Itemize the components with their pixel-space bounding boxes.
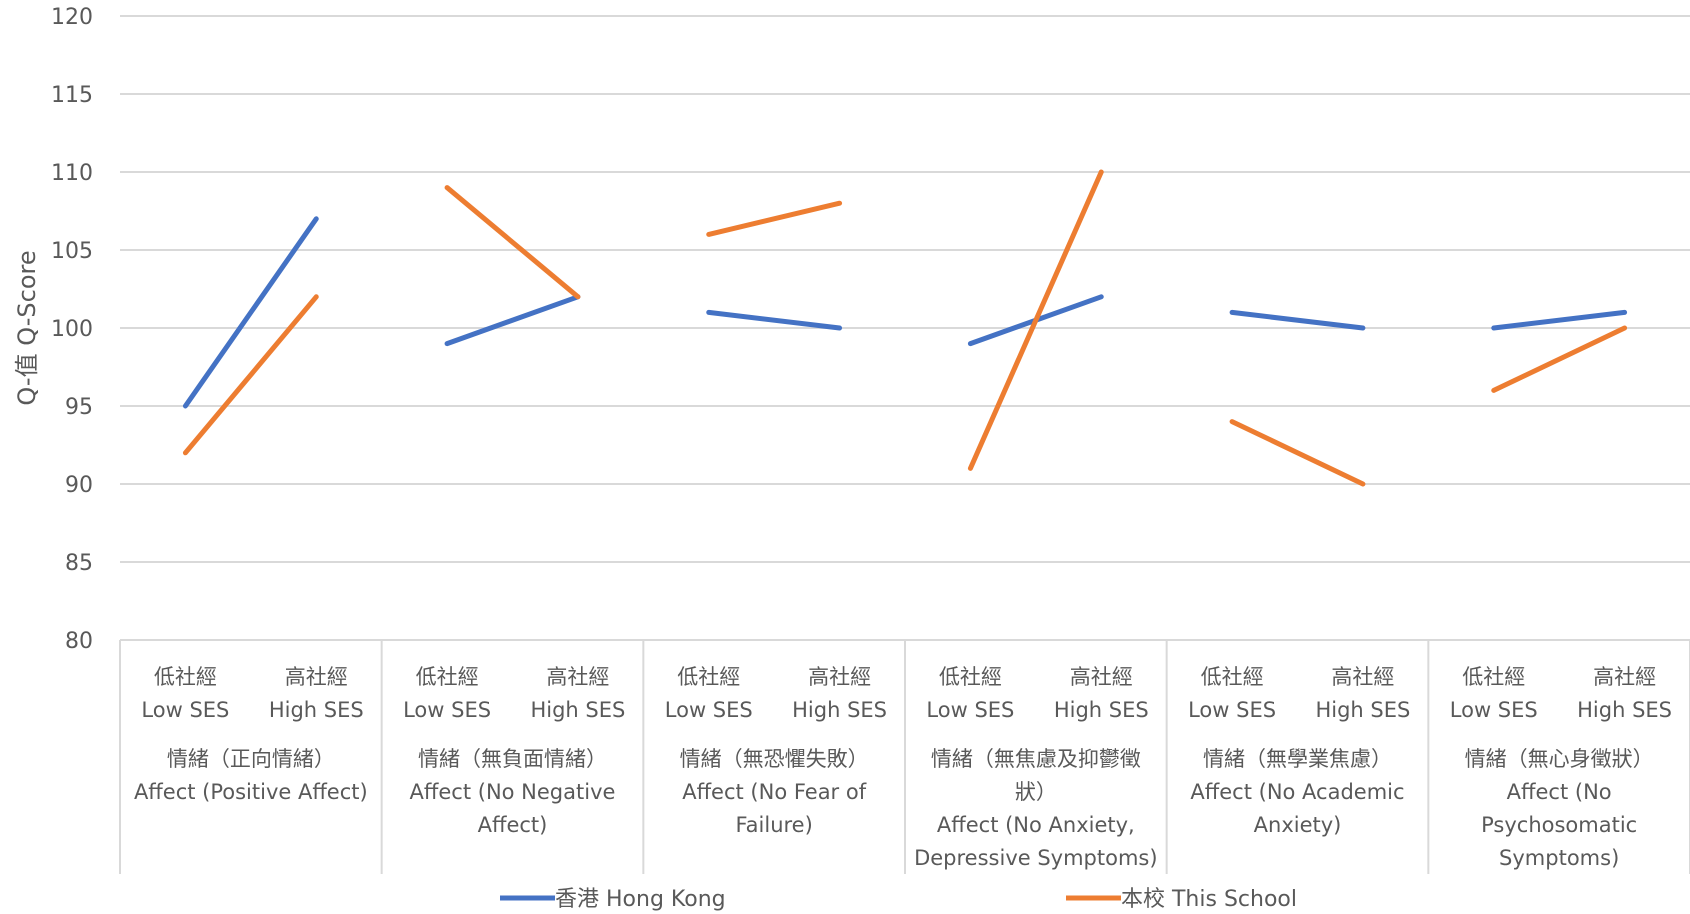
x-category-label: High SES bbox=[530, 698, 625, 722]
x-group-label: Affect) bbox=[478, 813, 548, 837]
series-1-segment bbox=[444, 185, 581, 300]
x-group-label: 狀） bbox=[1015, 780, 1057, 804]
series-0-segment bbox=[706, 309, 843, 331]
series-1-segment bbox=[1491, 325, 1628, 393]
x-category-label: 高社經 bbox=[1331, 665, 1394, 689]
x-category-label: 低社經 bbox=[1201, 665, 1264, 689]
x-category-label: Low SES bbox=[665, 698, 753, 722]
x-category-label: 低社經 bbox=[154, 665, 217, 689]
x-category-label: 高社經 bbox=[546, 665, 609, 689]
x-group-label: 情緒（無心身徵狀） bbox=[1465, 747, 1654, 771]
x-group-label: Failure) bbox=[736, 813, 813, 837]
x-category-label: Low SES bbox=[1188, 698, 1276, 722]
x-category-label: 高社經 bbox=[285, 665, 348, 689]
x-group-label: 情緒（無學業焦慮） bbox=[1203, 747, 1392, 771]
x-group-label: Depressive Symptoms) bbox=[914, 846, 1157, 870]
y-tick-label: 115 bbox=[51, 83, 93, 108]
series-1-segment bbox=[1229, 419, 1366, 487]
series-0-segment bbox=[182, 216, 319, 409]
x-category-label: 高社經 bbox=[1593, 665, 1656, 689]
x-group-label: Affect (No Academic bbox=[1190, 780, 1404, 804]
legend-label: 本校 This School bbox=[1121, 887, 1297, 912]
x-category-label: High SES bbox=[792, 698, 887, 722]
series-0-segment bbox=[444, 294, 581, 347]
x-category-label: High SES bbox=[269, 698, 364, 722]
x-group-label: Affect (No bbox=[1507, 780, 1612, 804]
x-category-label: 高社經 bbox=[1070, 665, 1133, 689]
x-category-label: High SES bbox=[1054, 698, 1149, 722]
y-tick-label: 85 bbox=[65, 551, 93, 576]
x-group-label: Affect (No Fear of bbox=[682, 780, 867, 804]
series-0-segment bbox=[1491, 309, 1628, 331]
x-category-label: Low SES bbox=[403, 698, 491, 722]
x-category-label: 低社經 bbox=[1462, 665, 1525, 689]
x-category-label: 低社經 bbox=[939, 665, 1002, 689]
series-0-segment bbox=[1229, 309, 1366, 331]
x-category-label: 低社經 bbox=[677, 665, 740, 689]
x-group-label: Symptoms) bbox=[1499, 846, 1619, 870]
x-category-label: High SES bbox=[1577, 698, 1672, 722]
y-axis-ticks: 80 85 90 95 100 105 110 115 120 bbox=[51, 5, 93, 654]
x-group-label: Affect (Positive Affect) bbox=[134, 780, 368, 804]
x-group-label: Affect (No Negative bbox=[410, 780, 616, 804]
x-group-label: Affect (No Anxiety, bbox=[937, 813, 1135, 837]
x-group-label: Anxiety) bbox=[1254, 813, 1342, 837]
x-group-label: 情緒（無恐懼失敗） bbox=[680, 747, 869, 771]
x-category-label: High SES bbox=[1315, 698, 1410, 722]
x-category-label: Low SES bbox=[141, 698, 229, 722]
x-axis: 低社經 Low SES 高社經 High SES 情緒（正向情緒） Affect (Pos… bbox=[119, 639, 1690, 874]
y-tick-label: 110 bbox=[51, 161, 93, 186]
legend: 香港 Hong Kong 本校 This School bbox=[500, 887, 1297, 912]
x-group-label: 情緒（無焦慮及抑鬱徵 bbox=[931, 747, 1141, 771]
series-1-segment bbox=[967, 169, 1104, 471]
x-category-label: 高社經 bbox=[808, 665, 871, 689]
gridlines bbox=[120, 15, 1690, 563]
legend-label: 香港 Hong Kong bbox=[555, 887, 726, 912]
x-category-label: Low SES bbox=[926, 698, 1014, 722]
series-1-segment bbox=[706, 200, 843, 237]
y-tick-label: 80 bbox=[65, 629, 93, 654]
x-category-label: 低社經 bbox=[416, 665, 479, 689]
x-group-label: 情緒（正向情緒） bbox=[167, 747, 335, 771]
y-tick-label: 100 bbox=[51, 317, 93, 342]
x-category-label: Low SES bbox=[1450, 698, 1538, 722]
y-tick-label: 90 bbox=[65, 473, 93, 498]
x-group-label: Psychosomatic bbox=[1481, 813, 1637, 837]
y-tick-label: 120 bbox=[51, 5, 93, 30]
y-axis-label: Q-值 Q-Score bbox=[13, 250, 41, 405]
series-1-segment bbox=[182, 294, 319, 456]
y-tick-label: 105 bbox=[51, 239, 93, 264]
x-group-label: 情緒（無負面情緒） bbox=[418, 747, 607, 771]
y-tick-label: 95 bbox=[65, 395, 93, 420]
series-lines bbox=[182, 169, 1628, 487]
